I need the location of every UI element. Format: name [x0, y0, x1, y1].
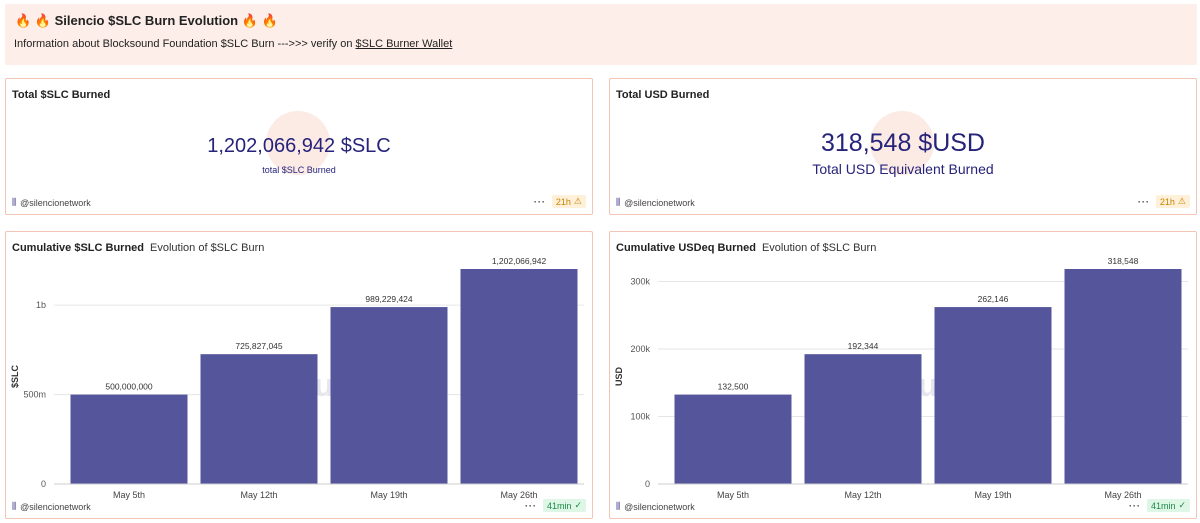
card-footer-status: ··· 21h ⚠ — [1138, 195, 1190, 208]
chart-subtitle: Evolution of $SLC Burn — [761, 242, 877, 254]
counter-value: 318,548 $USD — [820, 129, 985, 157]
card-title: Cumulative USDeq Burned Evolution of $SLC… — [616, 242, 876, 254]
x-tick-label: May 19th — [974, 490, 1011, 500]
warning-icon: ⚠ — [573, 196, 582, 206]
y-tick-label: 200k — [630, 344, 650, 354]
flame-icon: 🔥 — [241, 13, 258, 28]
author-name: @silencionetwork — [624, 501, 695, 512]
x-tick-label: May 5th — [717, 490, 749, 500]
card-footer-status: ··· 41min ✓ — [525, 499, 586, 512]
dashboard-title-text: Silencio $SLC Burn Evolution — [54, 13, 239, 28]
dashboard-title: 🔥 🔥 Silencio $SLC Burn Evolution 🔥 🔥 — [15, 13, 278, 29]
counter-value: 1,202,066,942 $SLC — [207, 135, 391, 157]
refresh-age-badge[interactable]: 21h ⚠ — [551, 195, 586, 208]
author-avatar-icon: ⫼ — [12, 501, 17, 511]
author-name: @silencionetwork — [20, 197, 91, 208]
dune-watermark-logo — [870, 111, 934, 175]
more-options-icon[interactable]: ··· — [524, 500, 537, 511]
age-text: 41min — [1150, 500, 1176, 511]
chart-title: Cumulative USDeq Burned — [616, 242, 756, 254]
chart-subtitle: Evolution of $SLC Burn — [150, 242, 265, 254]
bar-data-label: 192,344 — [848, 341, 879, 351]
card-footer-author[interactable]: ⫼ @silencionetwork — [616, 197, 695, 208]
flame-icon: 🔥 — [15, 13, 32, 28]
flame-icon: 🔥 — [34, 13, 51, 28]
y-tick-label: 300k — [630, 277, 650, 287]
more-options-icon[interactable]: ··· — [533, 196, 546, 207]
bar — [1064, 269, 1182, 484]
y-tick-label: 0 — [41, 479, 46, 489]
more-options-icon[interactable]: ··· — [1137, 196, 1150, 207]
card-footer-author[interactable]: ⫼ @silencionetwork — [616, 501, 695, 512]
age-text: 21h — [1159, 196, 1175, 207]
chart-title: Cumulative $SLC Burned — [12, 242, 145, 254]
bar-data-label: 1,202,066,942 — [492, 256, 547, 266]
bar — [460, 269, 578, 484]
card-footer-author[interactable]: ⫼ @silencionetwork — [12, 501, 91, 512]
author-avatar-icon: ⫼ — [616, 197, 621, 207]
bar — [804, 354, 922, 484]
bar-data-label: 132,500 — [718, 382, 749, 392]
x-tick-label: May 19th — [370, 490, 407, 500]
burner-wallet-link[interactable]: $SLC Burner Wallet — [355, 38, 453, 50]
y-axis-label: $SLC — [10, 365, 20, 389]
card-footer-author[interactable]: ⫼ @silencionetwork — [12, 197, 91, 208]
y-tick-label: 1b — [36, 300, 46, 310]
more-options-icon[interactable]: ··· — [1128, 500, 1141, 511]
description-text: Information about Blocksound Foundation … — [14, 38, 356, 50]
counter-label: total $SLC Burned — [262, 165, 336, 175]
card-title: Cumulative $SLC Burned Evolution of $SLC … — [12, 242, 264, 254]
bar-data-label: 989,229,424 — [365, 294, 413, 304]
total-slc-counter-card: Total $SLC Burned 1,202,066,942 $SLC tot… — [5, 78, 593, 215]
bar — [934, 307, 1052, 484]
x-tick-label: May 12th — [240, 490, 277, 500]
age-text: 41min — [546, 500, 572, 511]
bar-data-label: 500,000,000 — [105, 382, 153, 392]
x-tick-label: May 26th — [500, 490, 537, 500]
warning-icon: ⚠ — [1177, 196, 1186, 206]
bar — [200, 354, 318, 484]
card-title: Total $SLC Burned — [12, 89, 111, 101]
counter-label: Total USD Equivalent Burned — [812, 161, 994, 177]
card-title: Total USD Burned — [616, 89, 710, 101]
x-tick-label: May 26th — [1104, 490, 1141, 500]
cumulative-slc-chart-card: Cumulative $SLC Burned Evolution of $SLC … — [5, 231, 593, 519]
cumulative-usd-chart-card: Cumulative USDeq Burned Evolution of $SLC… — [609, 231, 1197, 519]
bar-data-label: 725,827,045 — [235, 341, 283, 351]
author-avatar-icon: ⫼ — [12, 197, 17, 207]
x-tick-label: May 12th — [844, 490, 881, 500]
bar-data-label: 262,146 — [978, 294, 1009, 304]
card-footer-status: ··· 21h ⚠ — [534, 195, 586, 208]
y-tick-label: 100k — [630, 412, 650, 422]
author-name: @silencionetwork — [20, 501, 91, 512]
card-footer-status: ··· 41min ✓ — [1129, 499, 1190, 512]
dashboard-description: Information about Blocksound Foundation … — [14, 38, 452, 50]
y-tick-label: 500m — [23, 390, 46, 400]
refresh-age-badge[interactable]: 41min ✓ — [542, 499, 586, 512]
x-tick-label: May 5th — [113, 490, 145, 500]
total-usd-counter-card: Total USD Burned 318,548 $USD Total USD … — [609, 78, 1197, 215]
dune-watermark-logo — [266, 111, 330, 175]
check-circle-icon: ✓ — [1178, 500, 1186, 510]
refresh-age-badge[interactable]: 41min ✓ — [1146, 499, 1190, 512]
age-text: 21h — [555, 196, 571, 207]
y-tick-label: 0 — [645, 479, 650, 489]
refresh-age-badge[interactable]: 21h ⚠ — [1155, 195, 1190, 208]
author-name: @silencionetwork — [624, 197, 695, 208]
bar — [674, 394, 792, 484]
bar-data-label: 318,548 — [1108, 256, 1139, 266]
y-axis-label: USD — [614, 367, 624, 387]
flame-icon: 🔥 — [261, 13, 278, 28]
author-avatar-icon: ⫼ — [616, 501, 621, 511]
dashboard-header: 🔥 🔥 Silencio $SLC Burn Evolution 🔥 🔥 Inf… — [5, 4, 1197, 65]
check-circle-icon: ✓ — [574, 500, 582, 510]
bar — [330, 307, 448, 484]
bar — [70, 394, 188, 484]
